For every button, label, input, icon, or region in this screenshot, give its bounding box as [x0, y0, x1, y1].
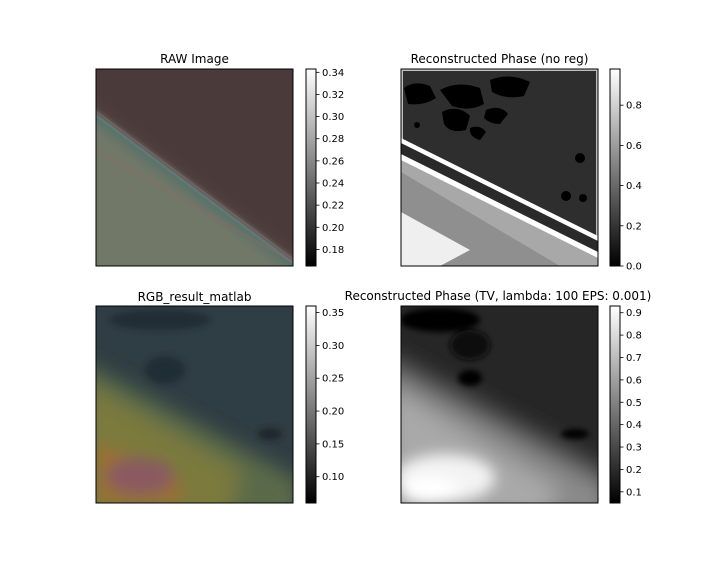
heatmap-phase-tv: [401, 306, 598, 503]
colorbar-gradient: [305, 68, 317, 267]
colorbar-tick-label: 0.1: [626, 487, 642, 498]
heatmap-raw-image: [96, 69, 293, 266]
colorbar-ticks: 0.10 0.15 0.20 0.25 0.30 0.35: [316, 308, 344, 483]
colorbar-tick-label: 0.6: [626, 141, 642, 152]
axes-frame: [400, 305, 599, 504]
colorbar-tick-label: 0.2: [626, 221, 642, 232]
colorbar-gradient: [609, 305, 621, 504]
colorbar-tick-label: 0.5: [626, 398, 642, 409]
heatmap-rgb-result-matlab: [96, 306, 293, 503]
colorbar-tick-label: 0.18: [322, 245, 344, 256]
colorbar-tick-label: 0.20: [322, 407, 344, 418]
colorbar-tick-label: 0.26: [322, 156, 344, 167]
colorbar-tick-label: 0.4: [626, 420, 642, 431]
heatmap-phase-no-reg: [401, 69, 598, 266]
colorbar: 0.0 0.2 0.4 0.6 0.8: [609, 68, 642, 273]
panel-raw-image: RAW Image 0.180.200.220.240.260.280.300.…: [95, 52, 344, 267]
colorbar-tick-label: 0.30: [322, 112, 344, 123]
colorbar-gradient: [305, 305, 317, 504]
colorbar-tick-label: 0.8: [626, 331, 642, 342]
colorbar-tick-label: 0.35: [322, 308, 344, 319]
colorbar-tick-label: 0.28: [322, 134, 344, 145]
colorbar-gradient: [609, 68, 621, 267]
panel-title: RGB_result_matlab: [138, 290, 252, 304]
colorbar-ticks: 0.18 0.20 0.22 0.24 0.26 0.28 0.30 0.32 0.34: [316, 68, 344, 256]
colorbar: 0.18 0.20 0.22 0.24 0.26 0.28 0.30 0.32 0.34: [305, 68, 344, 267]
panel-title: Reconstructed Phase (no reg): [411, 52, 589, 66]
colorbar-tick-label: 0.2: [626, 465, 642, 476]
axes-frame: [95, 68, 294, 267]
colorbar-tick-label: 0.10: [322, 472, 344, 483]
colorbar-ticks: 0.0 0.2 0.4 0.6 0.8: [620, 101, 642, 273]
panel-phase-tv: Reconstructed Phase (TV, lambda: 100 EPS…: [345, 289, 652, 504]
panel-rgb-result-matlab: RGB_result_matlab 0.100.150.200.250.300.…: [95, 290, 344, 504]
colorbar-tick-label: 0.0: [626, 262, 642, 273]
colorbar-tick-label: 0.32: [322, 90, 344, 101]
colorbar-tick-label: 0.9: [626, 308, 642, 319]
colorbar-tick-label: 0.8: [626, 101, 642, 112]
colorbar-tick-label: 0.34: [322, 68, 344, 79]
colorbar-tick-label: 0.7: [626, 353, 642, 364]
colorbar-tick-label: 0.20: [322, 223, 344, 234]
colorbar-tick-label: 0.25: [322, 374, 344, 385]
colorbar-tick-label: 0.24: [322, 178, 344, 189]
panel-title: RAW Image: [160, 52, 229, 66]
panel-phase-no-reg: Reconstructed Phase (no reg) 0.00.20.40.…: [400, 52, 642, 273]
axes-frame: [95, 305, 294, 504]
colorbar: 0.10 0.15 0.20 0.25 0.30 0.35: [305, 305, 344, 504]
axes-frame: [400, 68, 599, 267]
colorbar: 0.1 0.2 0.3 0.4 0.5 0.6 0.7 0.8 0.9: [609, 305, 642, 504]
colorbar-tick-label: 0.15: [322, 439, 344, 450]
colorbar-tick-label: 0.6: [626, 375, 642, 386]
panel-title: Reconstructed Phase (TV, lambda: 100 EPS…: [345, 289, 652, 303]
colorbar-tick-label: 0.30: [322, 341, 344, 352]
colorbar-ticks: 0.1 0.2 0.3 0.4 0.5 0.6 0.7 0.8 0.9: [620, 308, 642, 498]
colorbar-tick-label: 0.3: [626, 443, 642, 454]
colorbar-tick-label: 0.22: [322, 201, 344, 212]
colorbar-tick-label: 0.4: [626, 181, 642, 192]
